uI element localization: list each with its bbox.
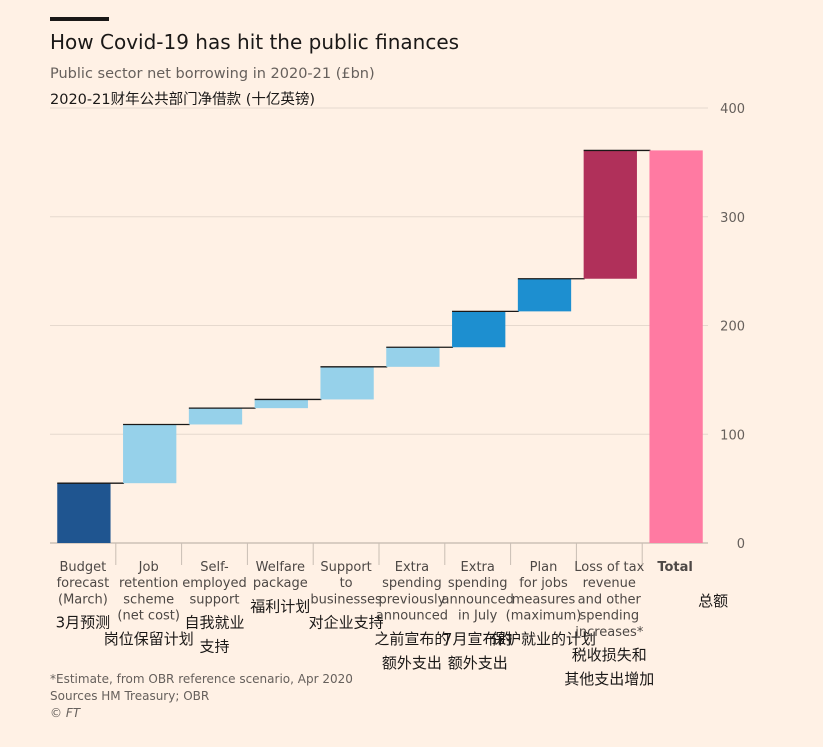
- category-label-cn: 之前宣布的: [374, 630, 449, 648]
- category-label-cn: 对企业支持: [309, 614, 384, 632]
- category-label-cn: 额外支出: [382, 654, 442, 672]
- y-tick-label: 0: [737, 537, 745, 552]
- category-label: (maximum): [506, 609, 582, 624]
- category-label: to: [340, 576, 353, 591]
- bar: [254, 399, 308, 409]
- category-label: package: [253, 576, 308, 591]
- category-label: Total: [657, 560, 693, 575]
- category-label: support: [190, 592, 240, 607]
- category-label-cn: 其他支出增加: [564, 670, 654, 688]
- category-label: Job: [138, 560, 159, 575]
- category-label: Budget: [60, 560, 107, 575]
- category-label: announced: [442, 592, 514, 607]
- category-label: measures: [512, 592, 576, 607]
- chart-title: How Covid-19 has hit the public finances: [50, 30, 460, 54]
- category-label: increases*: [575, 625, 644, 640]
- category-label: Welfare: [256, 560, 305, 575]
- y-tick-label: 400: [720, 102, 745, 117]
- bar: [386, 347, 440, 367]
- category-label-cn: 岗位保留计划: [104, 630, 194, 648]
- category-label-cn: 自我就业: [184, 614, 244, 632]
- category-label: and other: [578, 592, 642, 607]
- category-label: spending: [448, 576, 508, 591]
- title-accent-bar: [50, 17, 109, 21]
- category-label: announced: [376, 609, 448, 624]
- category-label: previously: [378, 592, 445, 607]
- category-label: employed: [182, 576, 246, 591]
- category-label: Extra: [461, 560, 495, 575]
- y-tick-label: 300: [720, 211, 745, 226]
- bar: [583, 150, 637, 279]
- category-label: revenue: [583, 576, 636, 591]
- category-label: Plan: [530, 560, 558, 575]
- bar: [188, 408, 243, 425]
- category-label-cn: 3月预测: [56, 614, 111, 632]
- ft-credit: © FT: [50, 706, 81, 720]
- bar: [517, 278, 572, 312]
- chart-subtitle: Public sector net borrowing in 2020-21 (…: [50, 66, 375, 82]
- category-label: spending: [579, 609, 639, 624]
- sources: Sources HM Treasury; OBR: [50, 689, 210, 703]
- category-label-cn: 支持: [199, 638, 229, 656]
- category-label: Support: [320, 560, 371, 575]
- y-tick-label: 200: [720, 320, 745, 335]
- category-label: in July: [458, 609, 498, 624]
- bar: [452, 311, 506, 348]
- category-label-cn: 总额: [698, 592, 728, 610]
- bar: [320, 366, 374, 400]
- category-label: Self-: [200, 560, 229, 575]
- category-label: Loss of tax: [574, 560, 644, 575]
- bar: [123, 424, 177, 484]
- category-label-cn: 7月宣布的: [443, 630, 513, 648]
- bar: [57, 483, 111, 543]
- category-label: (net cost): [117, 609, 180, 624]
- y-tick-label: 100: [720, 428, 745, 443]
- category-label-cn: 保护就业的计划: [491, 630, 596, 648]
- category-label: forecast: [57, 576, 110, 591]
- category-label-cn: 福利计划: [250, 597, 310, 615]
- category-label: spending: [382, 576, 442, 591]
- category-label: retention: [119, 576, 178, 591]
- category-label: businesses: [310, 592, 382, 607]
- category-label: for jobs: [519, 576, 568, 591]
- footnote: *Estimate, from OBR reference scenario, …: [50, 672, 353, 686]
- category-label: Extra: [395, 560, 429, 575]
- bar: [649, 150, 703, 543]
- chart-subtitle-cn: 2020-21财年公共部门净借款 (十亿英镑): [50, 92, 316, 108]
- category-label: (March): [58, 592, 108, 607]
- category-label: scheme: [123, 592, 174, 607]
- category-label-cn: 税收损失和: [572, 646, 647, 664]
- category-label-cn: 额外支出: [448, 654, 508, 672]
